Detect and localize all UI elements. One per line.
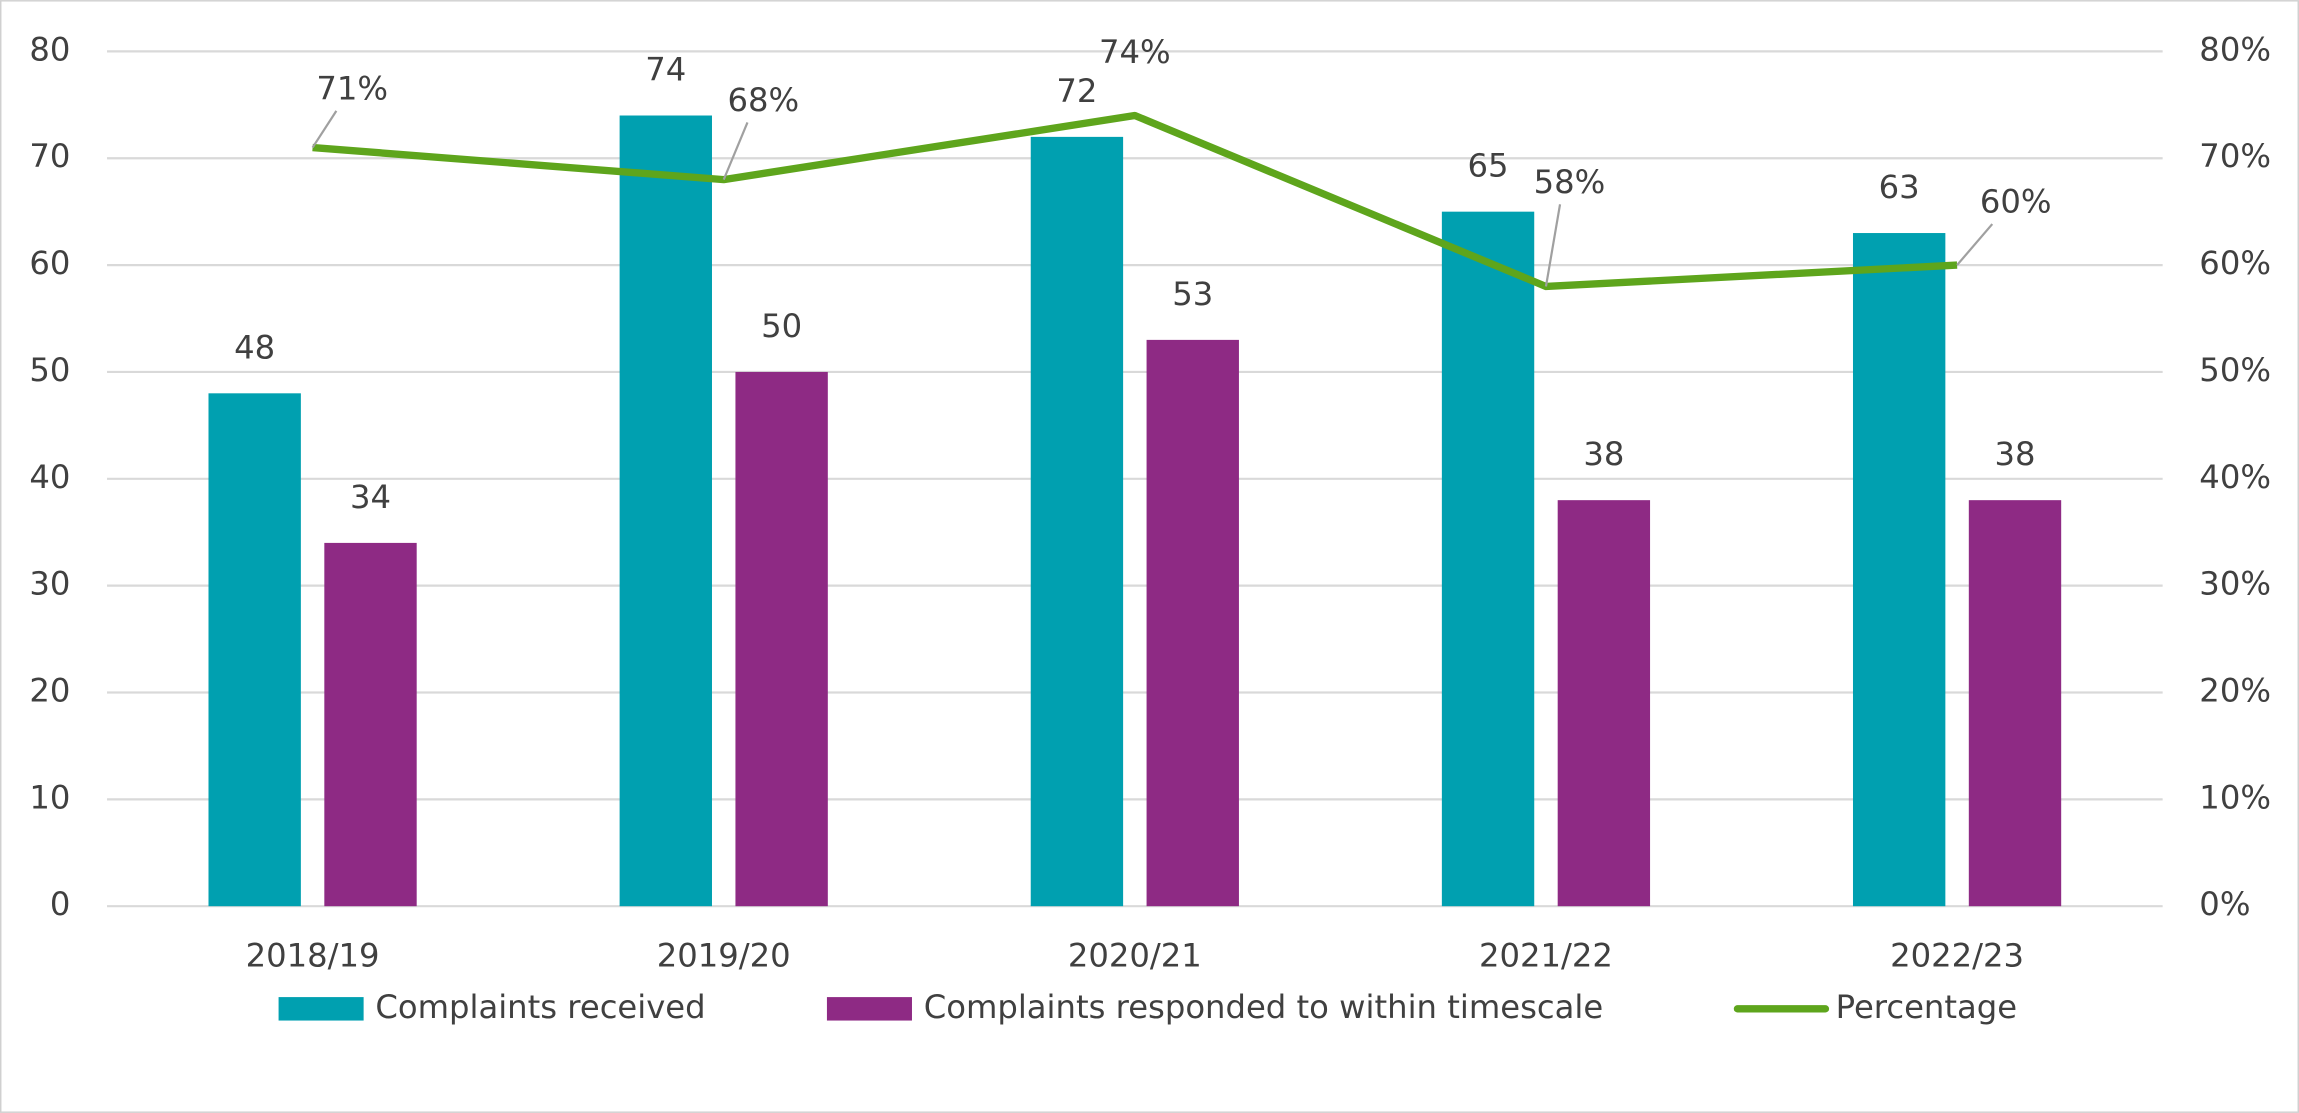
x-tick-label: 2021/22: [1479, 937, 1613, 975]
y2-tick-label: 0%: [2199, 885, 2250, 923]
y2-tick-label: 10%: [2199, 778, 2271, 816]
leader-line: [1544, 204, 1562, 287]
y-tick-label: 30: [29, 565, 70, 603]
y-tick-label: 20: [29, 671, 70, 709]
y2-tick-label: 70%: [2199, 137, 2271, 175]
bar: [1557, 500, 1651, 907]
legend-label: Complaints responded to within timescale: [924, 988, 1603, 1026]
y-tick-label: 70: [29, 137, 70, 175]
legend-label: Percentage: [1836, 988, 2017, 1026]
data-label: 71%: [316, 69, 388, 107]
x-tick-label: 2018/19: [246, 937, 380, 975]
data-label: 48: [234, 328, 275, 366]
y-tick-label: 50: [29, 351, 70, 389]
y-tick-label: 10: [29, 778, 70, 816]
y-tick-label: 60: [29, 244, 70, 282]
bar: [1030, 136, 1124, 907]
x-tick-label: 2019/20: [657, 937, 791, 975]
bar: [208, 393, 301, 907]
x-tick-label: 2022/23: [1890, 937, 2024, 975]
data-label: 63: [1879, 168, 1920, 206]
data-label: 65: [1468, 147, 1509, 185]
bar: [1146, 339, 1239, 907]
bar: [1852, 233, 1946, 907]
data-label: 38: [1994, 435, 2035, 473]
legend-swatch: [278, 997, 364, 1021]
leader-line: [722, 122, 749, 181]
data-label: 60%: [1980, 183, 2052, 221]
y2-tick-label: 50%: [2199, 351, 2271, 389]
line: [312, 111, 1958, 291]
y2-tick-label: 20%: [2199, 671, 2271, 709]
data-label: 53: [1172, 275, 1213, 313]
data-label: 74%: [1099, 33, 1171, 71]
bar: [1441, 211, 1535, 907]
y2-tick-label: 60%: [2199, 244, 2271, 282]
data-label: 74: [645, 51, 686, 89]
bar: [735, 371, 828, 907]
leader-line: [311, 110, 338, 149]
data-label: 38: [1583, 435, 1624, 473]
data-label: 34: [350, 478, 391, 516]
y2-tick-label: 40%: [2199, 458, 2271, 496]
data-label: 58%: [1534, 163, 1606, 201]
bar: [1968, 500, 2062, 907]
bar: [324, 542, 417, 907]
y-tick-label: 40: [29, 458, 70, 496]
y-tick-label: 80: [29, 30, 70, 68]
x-tick-label: 2020/21: [1068, 937, 1202, 975]
data-label: 68%: [727, 81, 799, 119]
bar: [619, 115, 712, 907]
legend-label: Complaints received: [375, 988, 705, 1026]
y2-tick-label: 80%: [2199, 30, 2271, 68]
legend-swatch: [826, 997, 912, 1021]
data-label: 50: [761, 307, 802, 345]
data-label: 72: [1056, 72, 1097, 110]
y-tick-label: 0: [50, 885, 71, 923]
y2-tick-label: 30%: [2199, 565, 2271, 603]
leader-line: [1956, 223, 1994, 266]
